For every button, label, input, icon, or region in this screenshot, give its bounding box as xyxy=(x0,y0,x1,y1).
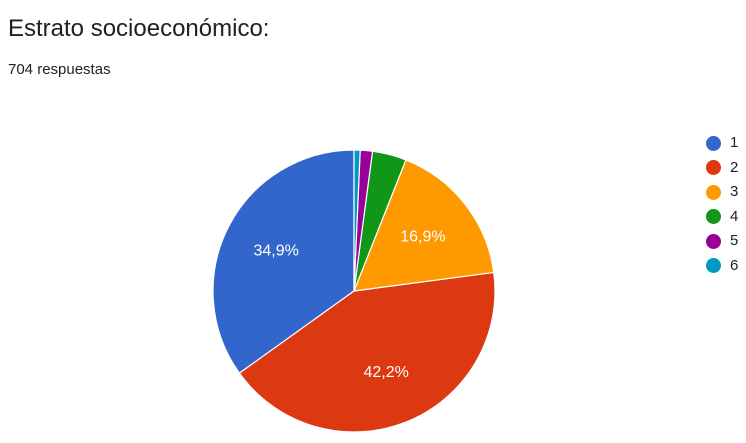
pie-slice-labels: 34,9% 42,2% 16,9% xyxy=(254,229,446,381)
legend-item-6[interactable]: 6 xyxy=(706,254,738,278)
legend-swatch-2 xyxy=(706,160,721,176)
legend-item-1[interactable]: 1 xyxy=(706,131,738,155)
legend-label-5: 5 xyxy=(730,232,739,250)
pie-slice-2[interactable] xyxy=(238,271,496,433)
legend-label-2: 2 xyxy=(730,158,739,176)
legend-label-6: 6 xyxy=(730,256,739,274)
legend-swatch-4 xyxy=(706,209,721,225)
pie-slice-6[interactable] xyxy=(353,149,361,292)
legend-item-3[interactable]: 3 xyxy=(706,180,738,204)
pie-slices xyxy=(212,149,496,433)
legend-swatch-3 xyxy=(706,184,721,200)
legend-item-4[interactable]: 4 xyxy=(706,205,738,229)
legend-swatch-6 xyxy=(706,258,721,274)
legend-item-5[interactable]: 5 xyxy=(706,229,738,253)
pie-slice-label-3: 16,9% xyxy=(400,229,445,246)
legend-label-3: 3 xyxy=(730,183,739,201)
legend-label-4: 4 xyxy=(730,207,739,225)
pie-slice-3[interactable] xyxy=(353,159,495,292)
legend-item-2[interactable]: 2 xyxy=(706,156,738,180)
response-count: 704 respuestas xyxy=(8,61,111,78)
pie-slice-1[interactable] xyxy=(212,149,355,374)
legend-label-1: 1 xyxy=(730,134,739,151)
chart-legend: 1 2 3 4 5 6 xyxy=(706,131,738,279)
pie-slice-label-2: 42,2% xyxy=(364,364,409,381)
chart-title: Estrato socioeconómico: xyxy=(8,15,270,42)
legend-swatch-1 xyxy=(706,135,721,151)
pie-slice-label-1: 34,9% xyxy=(254,243,299,260)
legend-swatch-5 xyxy=(706,233,721,249)
